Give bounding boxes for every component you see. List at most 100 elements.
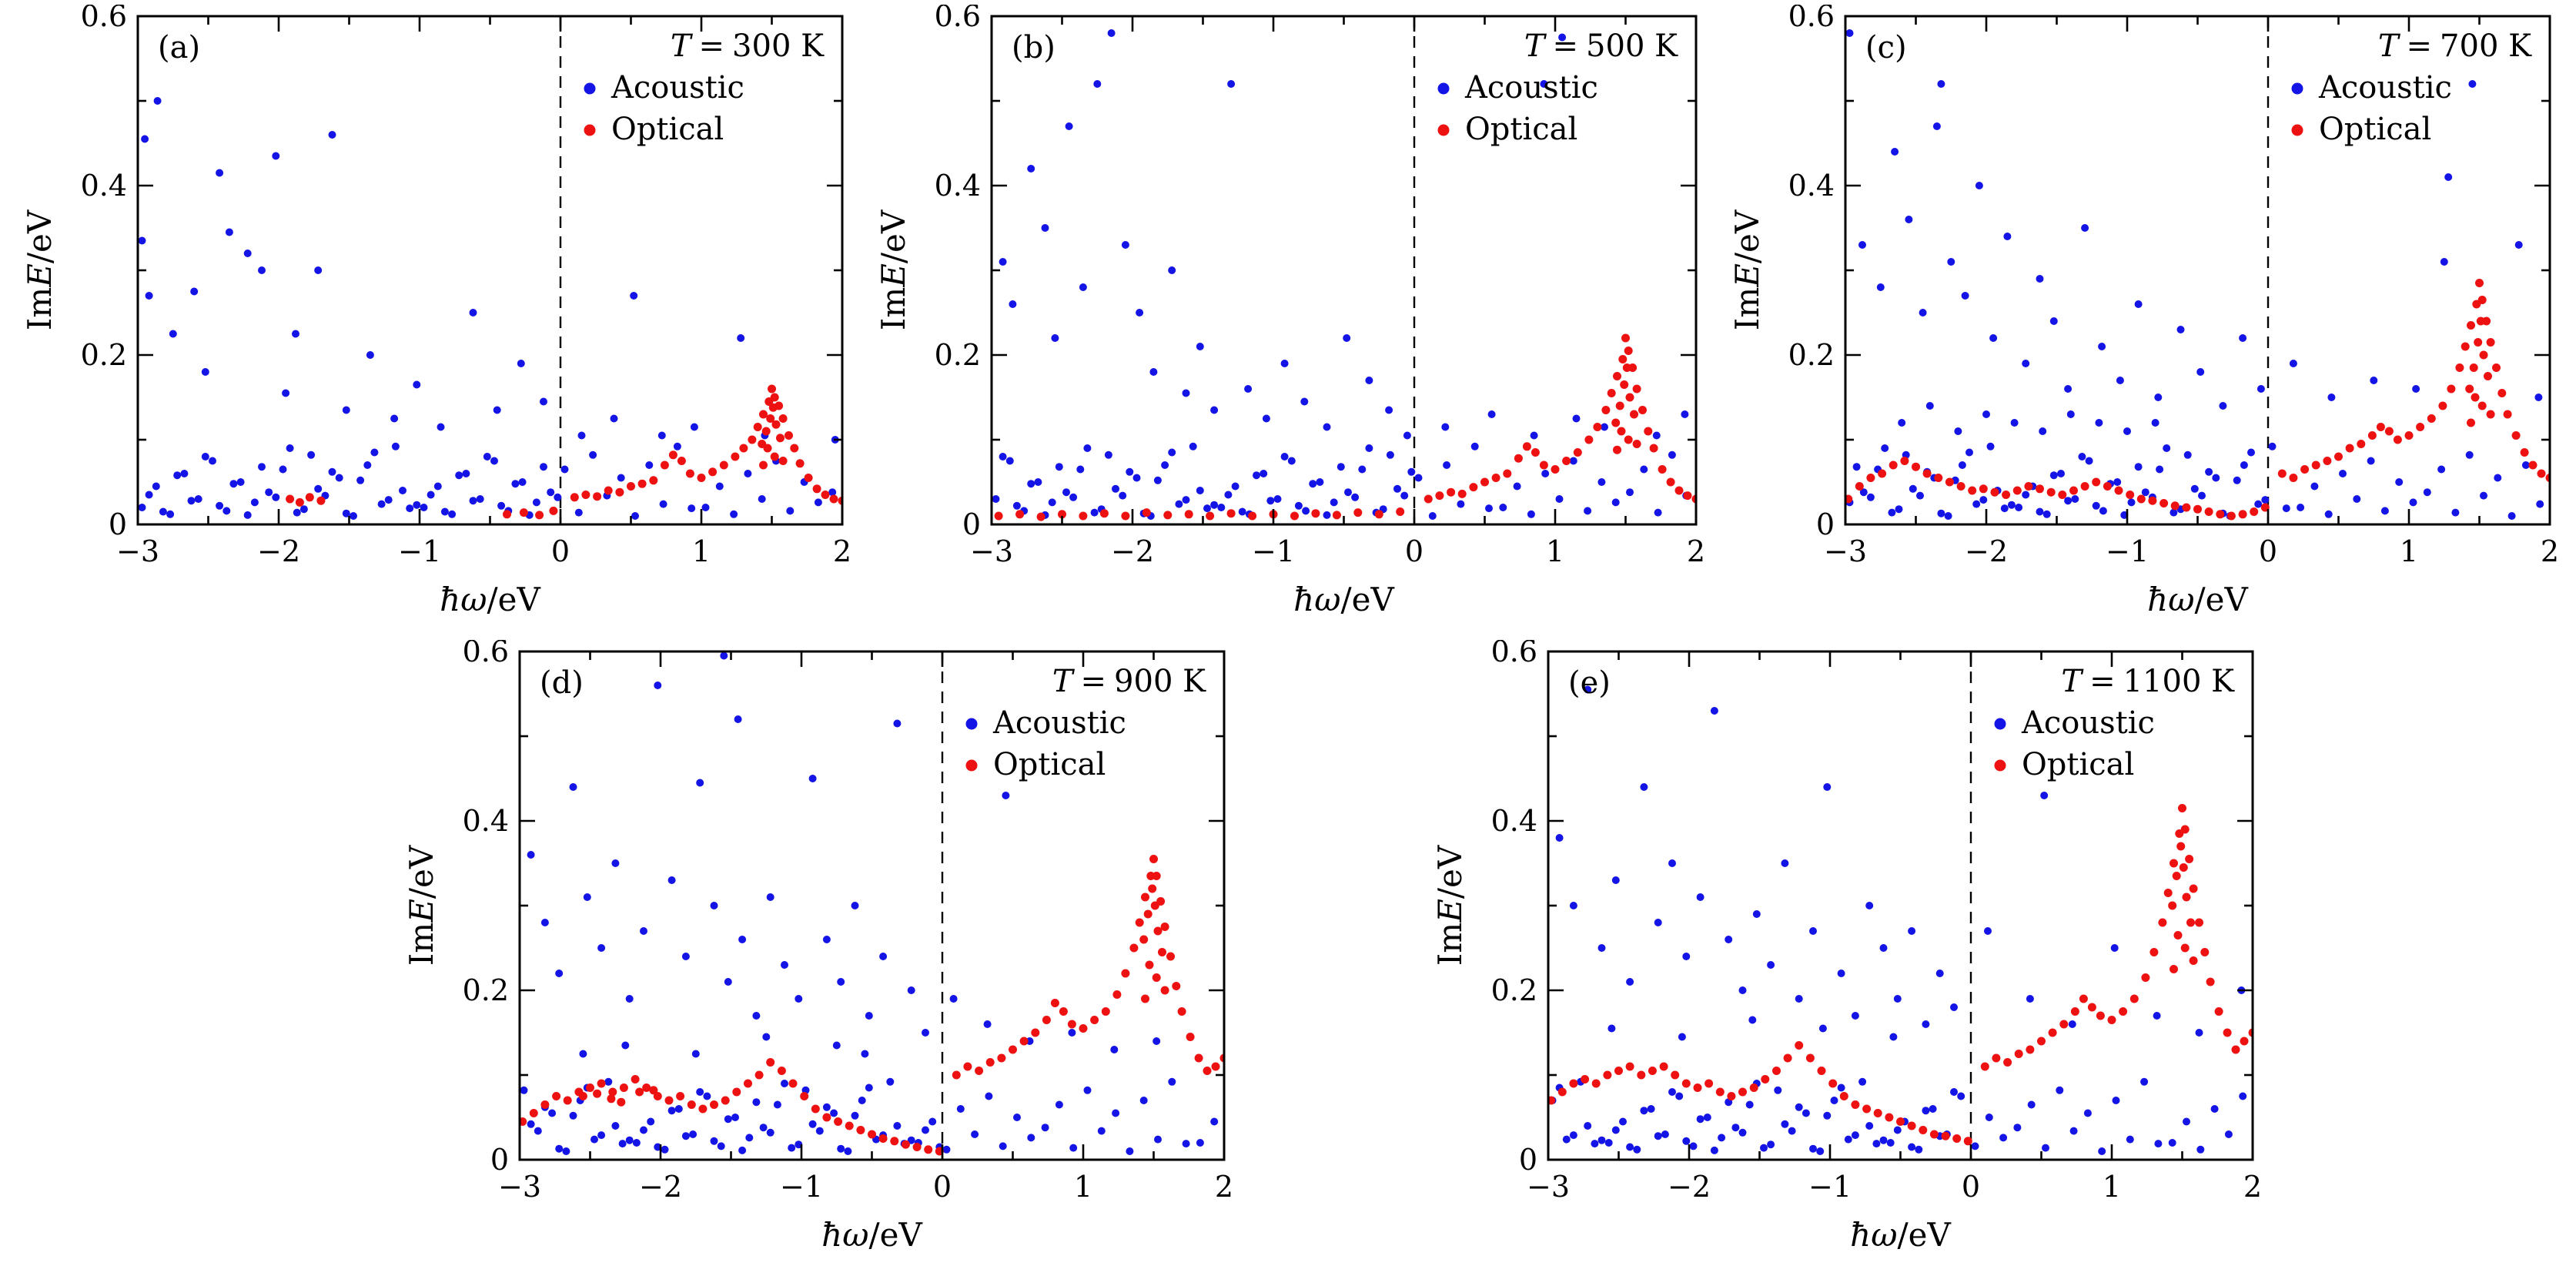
- y-tick-label: 0.4: [81, 169, 127, 203]
- y-tick-label: 0: [490, 1143, 509, 1177]
- optical-legend-marker-icon: [1994, 759, 2006, 772]
- x-tick-label: −1: [1808, 1170, 1852, 1204]
- legend-label: Acoustic: [1464, 70, 1598, 106]
- panel-b: −3 −2 −1 0 1 2 0 0.2 0.4 0.6 (b) T = 500 K Acoustic Opt…: [865, 0, 1711, 628]
- scatter-chart-c: −3 −2 −1 0 1 2 0 0.2 0.4 0.6 (c) T = 700 K Acoustic Opt…: [1728, 0, 2559, 618]
- x-tick-label: 0: [1405, 534, 1423, 568]
- x-tick-label: −1: [780, 1170, 823, 1204]
- y-axis-label: ImE/eV: [875, 209, 912, 330]
- y-tick-label: 0.2: [463, 973, 509, 1007]
- y-tick-label: 0.4: [463, 804, 509, 838]
- x-tick-label: −3: [970, 534, 1013, 568]
- y-axis-label: ImE/eV: [21, 209, 59, 330]
- optical-legend-marker-icon: [965, 759, 978, 772]
- scatter-chart-a: −3 −2 −1 0 1 2 0 0.2 0.4 0.6 (a) T = 300 K Acoustic Opt…: [21, 0, 851, 618]
- y-tick-label: 0.2: [935, 338, 981, 372]
- legend-label: Acoustic: [2318, 70, 2452, 106]
- legend-label: Acoustic: [992, 705, 1126, 741]
- acoustic-legend-marker-icon: [1437, 82, 1450, 95]
- y-tick-label: 0.2: [1491, 973, 1537, 1007]
- legend-label: Acoustic: [2021, 705, 2155, 741]
- y-tick-label: 0.4: [1491, 804, 1537, 838]
- x-tick-label: 1: [692, 534, 711, 568]
- x-tick-label: −2: [639, 1170, 682, 1204]
- x-tick-label: 2: [2243, 1170, 2262, 1204]
- acoustic-legend-marker-icon: [965, 718, 978, 730]
- acoustic-legend-marker-icon: [1994, 718, 2006, 730]
- top-row: −3 −2 −1 0 1 2 0 0.2 0.4 0.6 (a) T = 300 K Acoustic Opt…: [0, 0, 2576, 628]
- optical-points: [994, 333, 1696, 521]
- y-tick-label: 0: [109, 507, 127, 541]
- x-axis-label: ħω/eV: [821, 1216, 922, 1254]
- acoustic-legend-marker-icon: [584, 82, 596, 95]
- x-tick-label: 2: [833, 534, 851, 568]
- legend-title: T = 300 K: [671, 28, 825, 64]
- panel-label: (d): [540, 665, 584, 701]
- x-tick-label: 1: [2103, 1170, 2121, 1204]
- scatter-chart-e: −3 −2 −1 0 1 2 0 0.2 0.4 0.6 (e) T = 1100 K Acoustic Op…: [1431, 635, 2262, 1254]
- y-tick-label: 0: [1519, 1143, 1537, 1177]
- legend-label: Optical: [2319, 112, 2431, 147]
- x-tick-label: 2: [1687, 534, 1705, 568]
- x-tick-label: −2: [1111, 534, 1154, 568]
- x-tick-label: 1: [1546, 534, 1564, 568]
- y-tick-label: 0.4: [1788, 169, 1835, 203]
- legend-label: Optical: [2022, 747, 2134, 782]
- legend-title: T = 700 K: [2378, 28, 2532, 64]
- x-tick-label: −3: [1527, 1170, 1570, 1204]
- y-axis-label: ImE/eV: [1728, 209, 1766, 330]
- scatter-chart-b: −3 −2 −1 0 1 2 0 0.2 0.4 0.6 (b) T = 500 K Acoustic Opt…: [875, 0, 1705, 618]
- x-tick-label: −1: [2106, 534, 2149, 568]
- x-axis-label: ħω/eV: [2147, 581, 2248, 618]
- legend-label: Optical: [611, 112, 724, 147]
- acoustic-points: [138, 97, 839, 520]
- y-tick-label: 0.6: [463, 640, 509, 668]
- y-tick-label: 0: [1816, 507, 1835, 541]
- scatter-chart-d: −3 −2 −1 0 1 2 0 0.2 0.4 0.6 (d) T = 900 K Acoustic Opt…: [403, 635, 1233, 1254]
- legend-title: T = 500 K: [1524, 28, 1678, 64]
- optical-points: [520, 855, 1224, 1156]
- optical-legend-marker-icon: [1437, 124, 1450, 136]
- y-tick-label: 0.6: [1491, 640, 1537, 668]
- y-tick-label: 0.4: [935, 169, 981, 203]
- acoustic-points: [520, 651, 1219, 1155]
- panel-label: (e): [1568, 665, 1611, 701]
- panel-label: (c): [1865, 30, 1907, 65]
- x-tick-label: −2: [257, 534, 300, 568]
- panel-a: −3 −2 −1 0 1 2 0 0.2 0.4 0.6 (a) T = 300 K Acoustic Opt…: [11, 0, 858, 628]
- legend-label: Acoustic: [611, 70, 744, 106]
- bottom-row: −3 −2 −1 0 1 2 0 0.2 0.4 0.6 (d) T = 900 K Acoustic Opt…: [85, 635, 2576, 1263]
- panel-label: (b): [1012, 30, 1055, 65]
- acoustic-legend-marker-icon: [2291, 82, 2303, 95]
- x-tick-label: −1: [1252, 534, 1295, 568]
- y-tick-label: 0.2: [81, 338, 127, 372]
- acoustic-points: [1548, 685, 2247, 1155]
- x-axis-label: ħω/eV: [1293, 581, 1394, 618]
- optical-points: [1845, 279, 2550, 521]
- x-tick-label: 0: [1962, 1170, 1980, 1204]
- x-axis-label: ħω/eV: [1850, 1216, 1951, 1254]
- optical-points: [1548, 804, 2253, 1146]
- panel-e: −3 −2 −1 0 1 2 0 0.2 0.4 0.6 (e) T = 1100 K Acoustic Op…: [1421, 635, 2268, 1263]
- x-tick-label: 0: [2259, 534, 2277, 568]
- optical-legend-marker-icon: [2291, 124, 2303, 136]
- y-tick-label: 0.6: [81, 5, 127, 33]
- x-tick-label: −1: [398, 534, 441, 568]
- y-tick-label: 0.6: [935, 5, 981, 33]
- y-tick-label: 0.2: [1788, 338, 1835, 372]
- x-axis-label: ħω/eV: [440, 581, 540, 618]
- legend-title: T = 900 K: [1052, 664, 1206, 699]
- legend-title: T = 1100 K: [2061, 664, 2235, 699]
- y-tick-label: 0.6: [1788, 5, 1835, 33]
- x-tick-label: −2: [1965, 534, 2008, 568]
- x-tick-label: 0: [551, 534, 570, 568]
- legend-label: Optical: [1465, 112, 1577, 147]
- x-tick-label: 2: [1215, 1170, 1233, 1204]
- panel-c: −3 −2 −1 0 1 2 0 0.2 0.4 0.6 (c) T = 700 K Acoustic Opt…: [1718, 0, 2565, 628]
- legend-label: Optical: [993, 747, 1106, 782]
- x-tick-label: −3: [1824, 534, 1867, 568]
- x-tick-label: −3: [116, 534, 159, 568]
- x-tick-label: 1: [1074, 1170, 1092, 1204]
- x-tick-label: −3: [498, 1170, 541, 1204]
